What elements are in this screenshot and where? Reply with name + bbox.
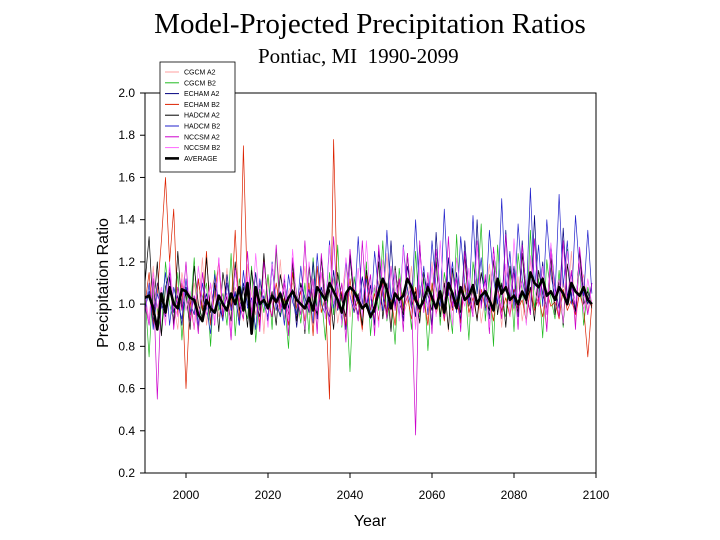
series-line-average	[144, 271, 593, 335]
y-tick-label: 1.8	[118, 128, 135, 142]
y-tick-label: 0.4	[118, 424, 135, 438]
y-tick-label: 1.2	[118, 255, 135, 269]
legend-label-nccsm-b2: NCCSM B2	[184, 145, 220, 152]
y-tick-label: 1.6	[118, 170, 135, 184]
series-line-hadcm-a2	[144, 236, 593, 337]
y-axis-label: Precipitation Ratio	[95, 218, 112, 348]
y-tick-label: 0.6	[118, 382, 135, 396]
legend-label-hadcm-a2: HADCM A2	[184, 113, 220, 120]
x-tick-label: 2000	[173, 488, 200, 502]
legend-label-cgcm-a2: CGCM A2	[184, 70, 216, 77]
chart-title: Model-Projected Precipitation Ratios	[154, 8, 586, 40]
y-tick-label: 0.2	[118, 466, 135, 480]
legend-label-hadcm-b2: HADCM B2	[184, 124, 220, 131]
x-tick-label: 2040	[337, 488, 364, 502]
x-tick-label: 2080	[501, 488, 528, 502]
legend-label-cgcm-b2: CGCM B2	[184, 80, 216, 87]
legend: CGCM A2 CGCM B2 ECHAM A2 ECHAM B2 HADCM A2 HA…	[159, 61, 236, 173]
legend-label-echam-b2: ECHAM B2	[184, 102, 220, 109]
y-tick-label: 2.0	[118, 86, 135, 100]
series-line-nccsm-b2	[144, 238, 593, 332]
y-tick-label: 0.8	[118, 339, 135, 353]
x-tick-label: 2100	[583, 488, 610, 502]
legend-box	[159, 61, 236, 173]
series-line-hadcm-b2	[144, 187, 593, 335]
series-layer	[144, 139, 593, 436]
x-tick-label: 2020	[255, 488, 282, 502]
x-axis-label: Year	[354, 513, 387, 530]
chart-subtitle: Pontiac, MI 1990-2099	[258, 44, 459, 68]
x-tick-label: 2060	[419, 488, 446, 502]
legend-label-average: AVERAGE	[184, 156, 218, 163]
y-tick-label: 1.0	[118, 297, 135, 311]
series-line-nccsm-a2	[144, 234, 593, 436]
legend-label-echam-a2: ECHAM A2	[184, 91, 220, 98]
plot-frame	[144, 92, 597, 474]
legend-label-nccsm-a2: NCCSM A2	[184, 134, 220, 141]
axis-ticks: 2000 2020 2040 2060 2080 2100 0.2 0.4 0.6 0.8 1.0 1…	[118, 86, 609, 502]
y-tick-label: 1.4	[118, 213, 135, 227]
